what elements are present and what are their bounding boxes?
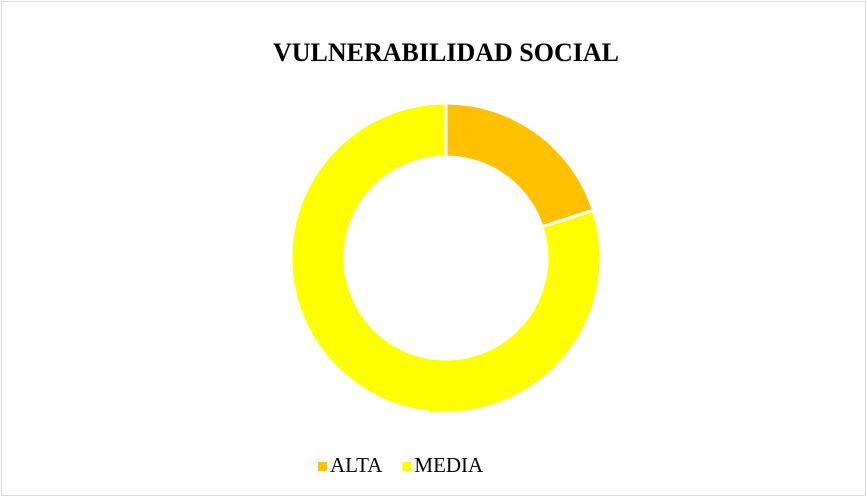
legend-label: MEDIA bbox=[414, 453, 484, 477]
legend-swatch bbox=[318, 462, 327, 471]
legend-label: ALTA bbox=[330, 453, 383, 477]
legend-swatch bbox=[402, 462, 412, 471]
donut-slice bbox=[289, 101, 603, 415]
chart-title: VULNERABILIDAD SOCIAL bbox=[273, 38, 619, 67]
